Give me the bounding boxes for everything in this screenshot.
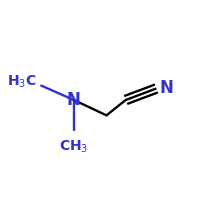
Text: N: N xyxy=(159,79,173,97)
Text: H$_3$C: H$_3$C xyxy=(7,74,36,90)
Text: CH$_3$: CH$_3$ xyxy=(59,138,89,155)
Text: N: N xyxy=(67,91,81,109)
